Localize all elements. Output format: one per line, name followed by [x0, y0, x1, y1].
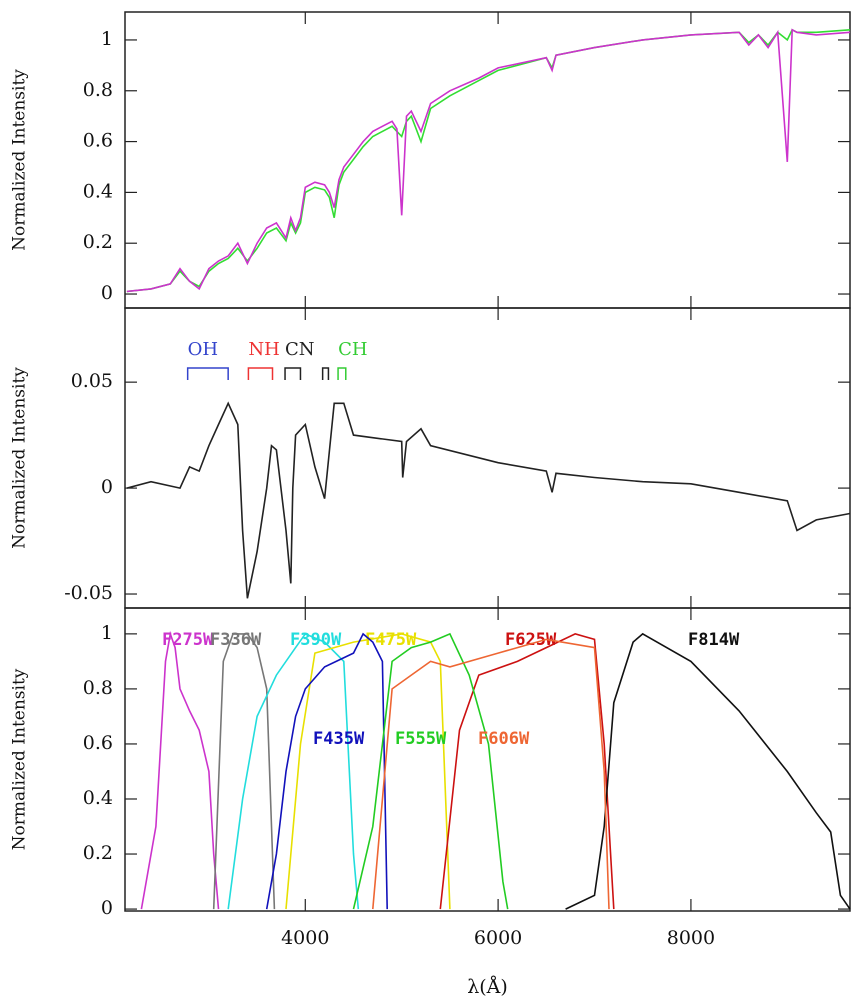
- series-line: [212, 633, 276, 910]
- series-line: [140, 630, 220, 910]
- series-line: [565, 632, 851, 910]
- series-label: F275W: [162, 630, 214, 650]
- series-label: F390W: [290, 630, 342, 650]
- y-axis-label: Normalized Intensity: [10, 668, 30, 850]
- series-line: [126, 28, 851, 293]
- x-tick-label: 8000: [667, 927, 715, 949]
- band-bracket: [247, 367, 274, 380]
- annotation-label: OH: [188, 339, 218, 360]
- band-bracket: [186, 367, 229, 380]
- series-line: [126, 28, 851, 293]
- y-tick-label: 0.8: [83, 79, 113, 101]
- panel-frame: [124, 11, 851, 309]
- y-axis-label: Normalized Intensity: [10, 367, 30, 549]
- y-tick-label: 0.2: [83, 231, 113, 253]
- annotation-label: CH: [338, 339, 367, 360]
- y-tick-label: 0.6: [83, 130, 113, 152]
- series-line: [227, 632, 360, 910]
- y-tick-label: 0: [101, 282, 113, 304]
- series-label: F814W: [688, 630, 740, 650]
- y-tick-label: 1: [101, 622, 113, 644]
- series-label: F336W: [210, 630, 262, 650]
- series-line: [372, 638, 610, 910]
- series-line: [285, 633, 451, 910]
- series-label: F606W: [478, 729, 530, 749]
- panel-frame: [124, 607, 851, 912]
- y-tick-label: 0.6: [83, 732, 113, 754]
- x-tick-label: 4000: [281, 927, 329, 949]
- x-axis-label: λ(Å): [467, 976, 508, 998]
- y-axis-label: Normalized Intensity: [10, 69, 30, 251]
- annotation-label: CN: [285, 339, 315, 360]
- x-tick-label: 6000: [474, 927, 522, 949]
- annotation-label: NH: [248, 339, 279, 360]
- y-tick-label: 0.4: [83, 180, 113, 202]
- y-tick-label: -0.05: [64, 582, 113, 604]
- series-line: [265, 632, 388, 910]
- band-bracket: [321, 367, 330, 380]
- band-bracket: [337, 367, 347, 380]
- y-tick-label: 0: [101, 897, 113, 919]
- series-label: F625W: [505, 630, 557, 650]
- panel-frame: [124, 307, 851, 609]
- y-tick-label: 0.2: [83, 842, 113, 864]
- y-tick-label: 0.8: [83, 677, 113, 699]
- series-label: F435W: [313, 729, 365, 749]
- y-tick-label: 0.4: [83, 787, 113, 809]
- y-tick-label: 0.05: [71, 370, 113, 392]
- series-label: F555W: [395, 729, 447, 749]
- band-bracket: [284, 367, 302, 380]
- series-line: [439, 633, 615, 910]
- y-tick-label: 0: [101, 476, 113, 498]
- y-tick-label: 1: [101, 28, 113, 50]
- series-label: F475W: [365, 630, 417, 650]
- series-line: [126, 401, 851, 599]
- series-line: [352, 632, 509, 910]
